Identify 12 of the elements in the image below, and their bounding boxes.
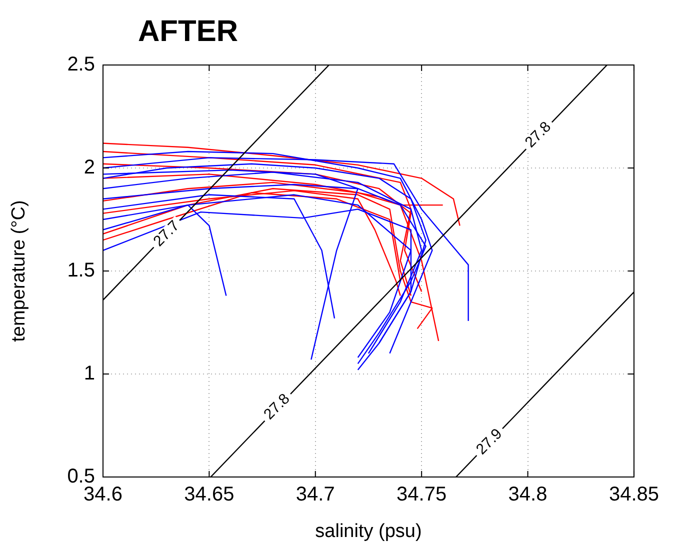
x-tick-label: 34.65 xyxy=(184,484,234,506)
x-tick-label: 34.8 xyxy=(508,484,548,506)
y-tick-label: 2.5 xyxy=(67,54,95,76)
y-tick-label: 2 xyxy=(84,156,95,179)
y-tick-label: 1.5 xyxy=(67,260,95,282)
x-tick-label: 34.75 xyxy=(396,484,447,506)
y-tick-label: 1 xyxy=(84,362,95,385)
x-tick-label: 34.7 xyxy=(296,484,335,506)
x-axis-title: salinity (psu) xyxy=(315,520,422,542)
chart-title: AFTER xyxy=(138,15,238,48)
x-tick-label: 34.85 xyxy=(608,484,660,506)
y-axis-title: temperature (°C) xyxy=(8,200,30,342)
